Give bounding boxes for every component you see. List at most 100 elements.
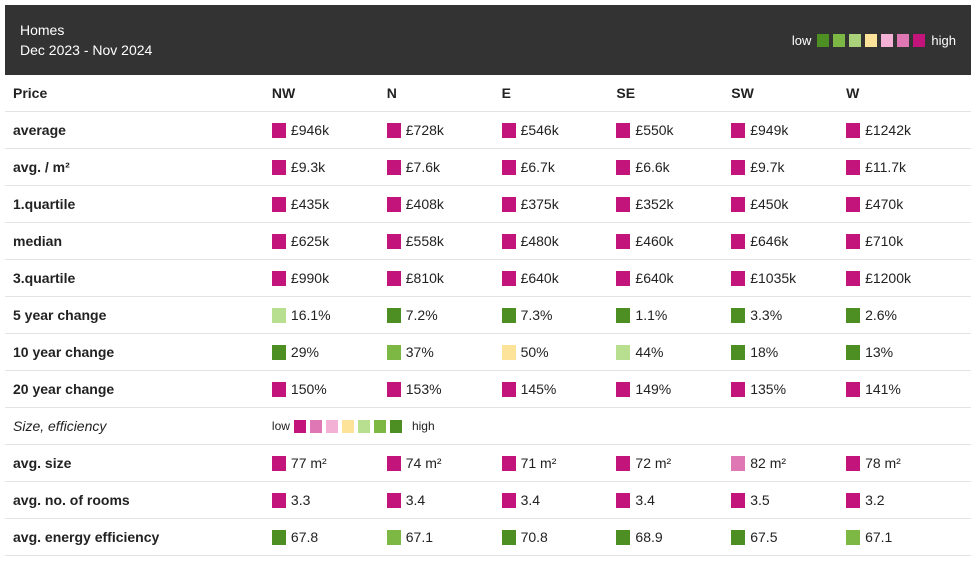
table-cell: 18% [731,333,847,371]
color-indicator [501,492,516,508]
table-cell: £408k [386,185,502,223]
table-row: 10 year change 29% 37% 50% 44% 18% 13% [5,333,971,371]
color-indicator [731,196,746,212]
table-row: median £625k £558k £480k £460k £646k £710k [5,222,971,260]
color-indicator [271,529,286,545]
table-row: 5 year change 16.1% 7.2% 7.3% 1.1% 3.3% 2.6% [5,296,971,334]
color-indicator [501,233,516,249]
cell-value: £558k [405,233,444,249]
table-cell: £728k [386,111,502,149]
cell-value: £450k [750,196,789,212]
cell-value: £9.7k [750,159,785,175]
color-indicator [386,381,401,397]
cell-value: 150% [290,381,327,397]
table-cell: 7.2% [386,296,502,334]
section-legend-cell: low high [271,407,971,445]
panel-title: Homes [20,22,65,38]
table-cell: £710k [846,222,971,260]
table-cell: £946k [271,111,387,149]
cell-value: £1200k [865,270,911,286]
table-cell: £1200k [846,259,971,297]
table-cell: 71 m² [501,444,617,482]
table-cell: 67.5 [731,518,847,556]
cell-value: £352k [635,196,674,212]
table-cell: £435k [271,185,387,223]
table-cell: £480k [501,222,617,260]
table-cell: 70.8 [501,518,617,556]
color-indicator [846,492,861,508]
table-cell: 150% [271,370,387,408]
color-indicator [846,381,861,397]
cell-value: £546k [520,122,559,138]
table-cell: 135% [731,370,847,408]
table-cell: 29% [271,333,387,371]
row-label: average [5,111,272,149]
cell-value: £949k [750,122,789,138]
cell-value: 50% [520,344,549,360]
cell-value: 77 m² [290,455,327,471]
cell-value: 141% [865,381,901,397]
color-scale-legend: low high [792,33,956,48]
color-indicator [386,529,401,545]
table-cell: 3.2 [846,481,971,519]
table-cell: 67.1 [846,518,971,556]
color-indicator [846,455,861,471]
color-indicator [501,270,516,286]
homes-panel: Homes Dec 2023 - Nov 2024 low high Price… [5,5,971,556]
cell-value: 74 m² [405,455,442,471]
table-cell: 50% [501,333,617,371]
color-indicator [501,159,516,175]
legend-swatch [897,34,910,47]
row-label: median [5,222,272,260]
table-cell: £352k [616,185,732,223]
cell-value: 13% [865,344,894,360]
table-cell: 68.9 [616,518,732,556]
table-cell: 82 m² [731,444,847,482]
color-indicator [271,122,286,138]
color-indicator [501,307,516,323]
cell-value: £460k [635,233,674,249]
table-row: average £946k £728k £546k £550k £949k £1242k [5,111,971,149]
table-row: 3.quartile £990k £810k £640k £640k £1035k £120… [5,259,971,297]
cell-value: 67.1 [865,529,893,545]
color-indicator [271,344,286,360]
cell-value: 44% [635,344,664,360]
row-label: avg. size [5,444,272,482]
cell-value: £375k [520,196,559,212]
table-cell: £470k [846,185,971,223]
cell-value: 149% [635,381,672,397]
color-indicator [386,492,401,508]
table-cell: 67.8 [271,518,387,556]
row-label: 3.quartile [5,259,272,297]
color-indicator [846,196,861,212]
color-indicator [731,455,746,471]
table-cell: £546k [501,111,617,149]
table-header-row: Price NW N E SE SW W [5,75,971,112]
cell-value: 153% [405,381,442,397]
cell-value: £946k [290,122,330,138]
legend-swatch [389,419,402,433]
column-header: NW [271,75,387,112]
cell-value: £646k [750,233,789,249]
table-row: avg. / m² £9.3k £7.6k £6.7k £6.6k £9.7k £11.7k [5,148,971,186]
cell-value: 78 m² [865,455,901,471]
cell-value: 3.4 [405,492,426,508]
color-indicator [501,344,516,360]
table-cell: £550k [616,111,732,149]
cell-value: £640k [520,270,559,286]
row-label: avg. no. of rooms [5,481,272,519]
color-indicator [616,233,631,249]
cell-value: £1035k [750,270,797,286]
table-cell: 77 m² [271,444,387,482]
table-cell: £6.6k [616,148,732,186]
panel-date-range: Dec 2023 - Nov 2024 [20,42,153,58]
color-indicator [616,307,631,323]
table-row: 1.quartile £435k £408k £375k £352k £450k £470k [5,185,971,223]
table-cell: £949k [731,111,847,149]
legend-high-label: high [411,419,435,433]
color-indicator [616,270,631,286]
cell-value: £435k [290,196,330,212]
color-indicator [731,307,746,323]
cell-value: £710k [865,233,904,249]
legend-swatch [913,34,926,47]
